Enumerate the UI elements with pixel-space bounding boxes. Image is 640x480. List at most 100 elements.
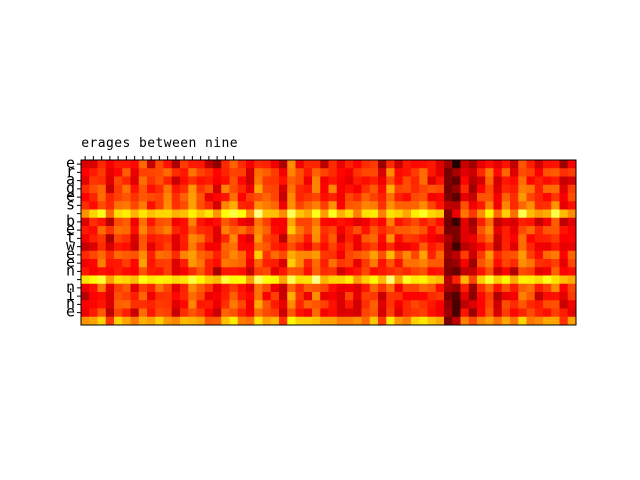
heatmap-cell [369, 160, 379, 169]
heatmap-cell [246, 226, 255, 235]
heatmap-cell [155, 184, 164, 194]
heatmap-cell [501, 176, 511, 186]
heatmap-cell [402, 193, 412, 202]
heatmap-cell [105, 300, 115, 309]
heatmap-cell [444, 308, 453, 318]
heatmap-cell [287, 226, 296, 235]
heatmap-cell [89, 242, 98, 252]
heatmap-cell [221, 308, 230, 318]
heatmap-cell [320, 316, 329, 326]
heatmap-cell [105, 226, 115, 235]
y-tick-label: n [66, 278, 75, 296]
heatmap-cell [435, 184, 445, 194]
heatmap-cell [361, 209, 371, 219]
heatmap-cell [262, 308, 272, 318]
heatmap-cell [427, 234, 437, 243]
heatmap-cell [221, 168, 230, 177]
heatmap-cell [501, 300, 511, 309]
heatmap-cell [477, 316, 486, 326]
heatmap-cell [97, 201, 107, 210]
heatmap-cell [543, 193, 552, 202]
heatmap-cell [262, 242, 272, 252]
heatmap-cell [138, 209, 148, 219]
heatmap-cell [89, 234, 98, 243]
heatmap-cell [312, 259, 321, 268]
heatmap-cell [213, 283, 222, 293]
heatmap-cell [559, 193, 569, 202]
heatmap-cell [526, 308, 536, 318]
heatmap-cell [444, 193, 453, 202]
heatmap-cell [114, 234, 123, 243]
heatmap-cell [237, 316, 247, 326]
heatmap-cell [477, 226, 486, 235]
heatmap-cell [427, 209, 437, 219]
heatmap-cell [485, 283, 494, 293]
heatmap-cell [114, 283, 123, 293]
heatmap-cell [435, 267, 445, 276]
heatmap-cell [270, 267, 280, 276]
heatmap-cell [138, 267, 148, 276]
heatmap-cell [295, 168, 305, 177]
heatmap-cell [295, 209, 305, 219]
heatmap-cell [147, 275, 156, 285]
heatmap-cell [221, 267, 230, 276]
heatmap-cell [518, 217, 527, 227]
heatmap-cell [353, 300, 362, 309]
heatmap-cell [477, 176, 486, 186]
heatmap-cell [312, 242, 321, 252]
heatmap-cell [279, 267, 288, 276]
heatmap-cell [402, 168, 412, 177]
heatmap-cell [361, 217, 371, 227]
heatmap-cell [163, 234, 173, 243]
heatmap-cell [444, 316, 453, 326]
heatmap-cell [303, 160, 313, 169]
heatmap-cell [386, 176, 395, 186]
heatmap-cell [122, 267, 131, 276]
heatmap-cell [246, 259, 255, 268]
heatmap-cell [213, 176, 222, 186]
heatmap-cell [105, 193, 115, 202]
heatmap-cell [493, 226, 503, 235]
heatmap-cell [237, 184, 247, 194]
heatmap-cell [567, 242, 577, 252]
heatmap-cell [114, 308, 123, 318]
heatmap-cell [427, 176, 437, 186]
heatmap-cell [246, 283, 255, 293]
heatmap-cell [213, 242, 222, 252]
heatmap-cell [138, 234, 148, 243]
heatmap-cell [196, 242, 206, 252]
heatmap-cell [526, 267, 536, 276]
heatmap-cell [510, 292, 519, 301]
heatmap-cell [427, 308, 437, 318]
heatmap-cell [435, 308, 445, 318]
heatmap-cell [485, 226, 494, 235]
heatmap-cell [254, 176, 263, 186]
heatmap-cell [510, 316, 519, 326]
heatmap-cell [89, 300, 98, 309]
heatmap-cell [180, 292, 189, 301]
heatmap-cell [155, 176, 164, 186]
heatmap-cell [89, 217, 98, 227]
heatmap-cell [312, 250, 321, 260]
heatmap-cell [468, 168, 478, 177]
heatmap-cell [254, 217, 263, 227]
heatmap-cell [213, 168, 222, 177]
heatmap-cell [386, 267, 395, 276]
heatmap-cell [378, 283, 387, 293]
heatmap-cell [130, 217, 140, 227]
heatmap-cell [279, 176, 288, 186]
heatmap-cell [477, 234, 486, 243]
heatmap-cell [279, 316, 288, 326]
heatmap-cell [229, 226, 239, 235]
heatmap-cell [518, 234, 527, 243]
heatmap-cell [122, 316, 131, 326]
heatmap-cell [312, 176, 321, 186]
heatmap-cell [419, 217, 428, 227]
heatmap-cell [551, 292, 560, 301]
heatmap-cell [411, 300, 420, 309]
heatmap-cell [353, 184, 362, 194]
heatmap-cell [559, 242, 569, 252]
heatmap-cell [336, 275, 346, 285]
heatmap-cell [419, 234, 428, 243]
heatmap-cell [204, 168, 214, 177]
